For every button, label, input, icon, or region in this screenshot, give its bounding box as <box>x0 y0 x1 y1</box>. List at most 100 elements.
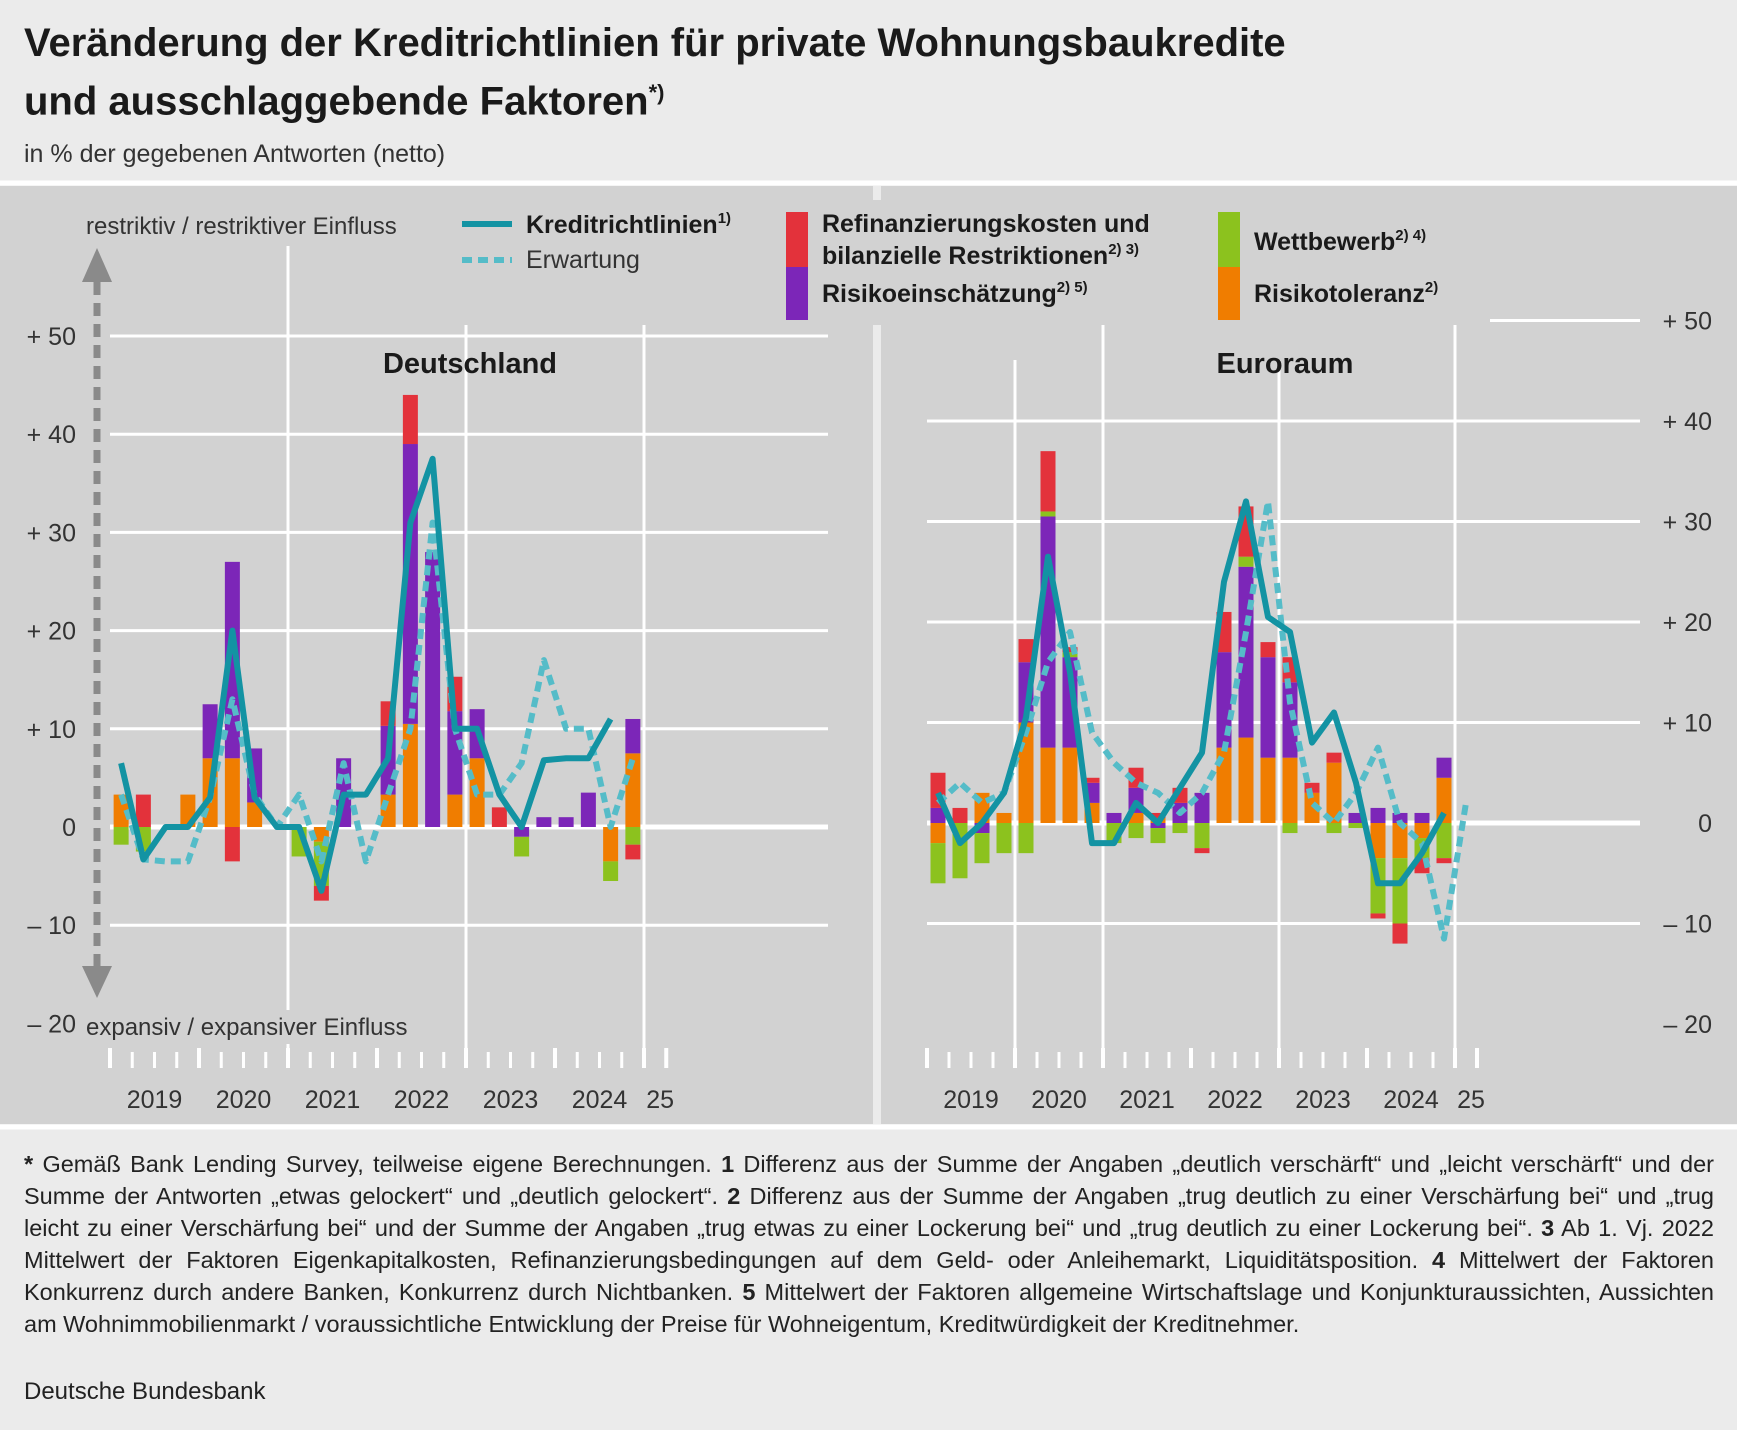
chart-title: Veränderung der Kreditrichtlinien für pr… <box>24 18 1286 126</box>
direction-arrow <box>82 248 112 998</box>
year-label-de-2023: 2023 <box>483 1086 539 1114</box>
legend-tol-swatch <box>1218 267 1240 320</box>
bar-de-refi-23 <box>625 844 641 860</box>
ytick-label-eu-2: + 30 <box>1663 509 1712 537</box>
legend-erwartung: Erwartung <box>526 246 640 274</box>
ytick-label-de-2: + 30 <box>27 519 76 547</box>
bar-eu-comp-10 <box>1150 828 1166 844</box>
bar-de-comp-22 <box>603 861 619 882</box>
bar-eu-tol-6 <box>1062 747 1078 823</box>
bar-eu-tol-13 <box>1216 747 1232 823</box>
chart-subtitle: in % der gegebenen Antworten (netto) <box>24 140 446 168</box>
bar-de-risk-18 <box>514 827 530 837</box>
bar-eu-risk-5 <box>1040 516 1056 748</box>
legend: Kreditrichtlinien1) Erwartung Refinanzie… <box>460 200 1490 325</box>
bar-de-risk-19 <box>536 817 552 827</box>
bar-eu-refi-4 <box>1018 639 1034 663</box>
bar-eu-refi-18 <box>1326 752 1342 763</box>
bar-de-comp-18 <box>514 836 530 857</box>
bar-eu-comp-0 <box>930 843 946 884</box>
year-label-eu-25: 25 <box>1457 1086 1485 1114</box>
ytick-label-eu-1: + 40 <box>1663 408 1712 436</box>
bar-eu-comp-19 <box>1348 823 1364 829</box>
bar-eu-refi-21 <box>1392 923 1408 944</box>
ytick-label-eu-6: – 10 <box>1663 911 1712 939</box>
bar-eu-comp-21 <box>1392 858 1408 924</box>
bar-eu-tol-23 <box>1436 777 1452 823</box>
legend-kreditrichtlinien: Kreditrichtlinien1) <box>526 210 731 239</box>
bar-de-risk-23 <box>625 718 641 754</box>
bar-eu-risk-15 <box>1260 657 1276 758</box>
bar-eu-risk-19 <box>1348 812 1364 823</box>
ytick-label-eu-5: 0 <box>1698 810 1712 838</box>
year-label-de-25: 25 <box>646 1086 674 1114</box>
legend-comp-swatch <box>1218 212 1240 267</box>
legend-refi-1: Refinanzierungskosten und <box>822 210 1150 238</box>
bar-de-risk-20 <box>558 817 574 827</box>
bar-eu-risk-22 <box>1414 812 1430 823</box>
bar-eu-comp-2 <box>974 833 990 864</box>
bar-eu-tol-20 <box>1370 823 1386 859</box>
bar-eu-risk-23 <box>1436 757 1452 778</box>
annotation-restrictive: restriktiv / restriktiver Einfluss <box>86 213 397 240</box>
bar-eu-tol-18 <box>1326 762 1342 823</box>
legend-refi-swatch <box>786 212 808 267</box>
bar-eu-tol-21 <box>1392 823 1408 859</box>
bar-eu-refi-15 <box>1260 642 1276 658</box>
year-label-eu-2024: 2024 <box>1383 1086 1439 1114</box>
kreditrichtlinien-line-de <box>118 455 614 894</box>
bar-eu-comp-4 <box>1018 823 1034 854</box>
bar-eu-risk-0 <box>930 807 946 823</box>
bar-de-tol-13 <box>402 723 418 827</box>
ytick-label-de-1: + 40 <box>27 421 76 449</box>
year-label-eu-2023: 2023 <box>1295 1086 1351 1114</box>
panel-deutschland: + 50 + 40 + 30 + 20 + 10 0 – 10 – 20 2019 2020 202… <box>27 245 828 1114</box>
bar-de-refi-5 <box>224 827 240 862</box>
bar-de-tol-6 <box>247 802 263 827</box>
bar-eu-risk-16 <box>1282 682 1298 758</box>
bar-eu-comp-9 <box>1128 823 1144 839</box>
erwartung-line-eu <box>935 498 1469 942</box>
bar-eu-comp-23 <box>1436 823 1452 859</box>
annotation-expansive: expansiv / expansiver Einfluss <box>86 1014 408 1041</box>
bar-eu-tol-17 <box>1304 792 1320 823</box>
ytick-label-eu-0: + 50 <box>1663 308 1712 336</box>
ytick-label-de-5: 0 <box>62 814 76 842</box>
year-label-de-2020: 2020 <box>216 1086 272 1114</box>
bar-de-tol-23 <box>625 753 641 827</box>
year-label-de-2024: 2024 <box>572 1086 628 1114</box>
panel-euroraum: + 50 + 40 + 30 + 20 + 10 0 – 10 – 20 2019 2020 202… <box>925 260 1712 1114</box>
bar-eu-comp-18 <box>1326 823 1342 834</box>
bar-eu-refi-12 <box>1194 848 1210 854</box>
bar-eu-risk-13 <box>1216 652 1232 748</box>
legend-risikotoleranz: Risikotoleranz2) <box>1254 279 1438 308</box>
year-label-eu-2020: 2020 <box>1031 1086 1087 1114</box>
ytick-label-eu-7: – 20 <box>1663 1011 1712 1039</box>
ytick-label-de-4: + 10 <box>27 716 76 744</box>
footnote: * Gemäß Bank Lending Survey, teilweise e… <box>24 1151 1715 1337</box>
panel-background-eu <box>881 186 1737 1124</box>
bar-eu-comp-6 <box>1062 652 1078 658</box>
year-label-eu-2021: 2021 <box>1119 1086 1175 1114</box>
year-label-de-2019: 2019 <box>127 1086 183 1114</box>
bar-eu-refi-17 <box>1304 782 1320 793</box>
bar-de-risk-4 <box>202 704 218 759</box>
source: Deutsche Bundesbank <box>24 1378 266 1405</box>
bar-eu-refi-5 <box>1040 451 1056 512</box>
bar-eu-tol-22 <box>1414 823 1430 839</box>
year-label-de-2021: 2021 <box>305 1086 361 1114</box>
bar-eu-risk-12 <box>1194 792 1210 823</box>
bar-eu-comp-12 <box>1194 823 1210 849</box>
ytick-label-eu-4: + 10 <box>1663 710 1712 738</box>
bar-de-tol-22 <box>603 827 619 862</box>
ytick-label-eu-3: + 20 <box>1663 609 1712 637</box>
bar-de-risk-14 <box>425 552 441 827</box>
bar-eu-refi-20 <box>1370 913 1386 919</box>
ytick-label-de-6: – 10 <box>27 912 76 940</box>
bar-de-refi-1 <box>135 794 151 827</box>
bar-eu-refi-10 <box>1150 812 1166 818</box>
bar-de-refi-13 <box>402 394 418 445</box>
bar-eu-comp-14 <box>1238 556 1254 567</box>
panel-title-de: Deutschland <box>383 348 557 380</box>
erwartung-line-de <box>118 519 636 865</box>
